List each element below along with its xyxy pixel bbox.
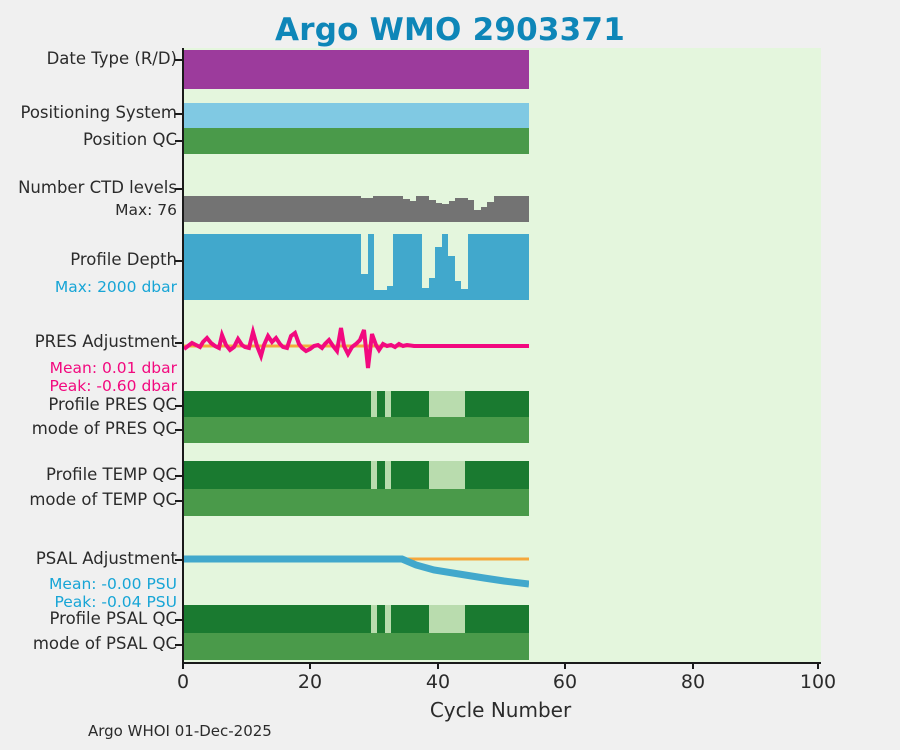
row-label-positioning-system: Positioning System — [20, 103, 177, 122]
x-axis-title: Cycle Number — [429, 698, 572, 722]
row-label-pres-mean: Mean: 0.01 dbar — [49, 359, 177, 377]
band-mode-pres-qc — [184, 417, 529, 443]
band-profile-depth — [184, 234, 529, 300]
xtick-label-60: 60 — [552, 671, 578, 693]
row-label-psal-adjustment: PSAL Adjustment — [35, 549, 177, 568]
row-label-position-qc: Position QC — [83, 130, 177, 149]
xtick-60 — [564, 662, 566, 669]
xtick-20 — [309, 662, 311, 669]
band-profile-psal-qc-flag-c — [429, 605, 465, 633]
ytick-profile-depth — [175, 260, 182, 262]
xtick-label-0: 0 — [176, 671, 190, 693]
xtick-label-40: 40 — [425, 671, 451, 693]
ytick-mode-temp-qc — [175, 500, 182, 502]
band-position-qc — [184, 128, 529, 154]
xtick-40 — [437, 662, 439, 669]
row-label-pres-peak: Peak: -0.60 dbar — [49, 377, 177, 395]
band-profile-psal-qc-flag-b — [385, 605, 391, 633]
band-ctd-levels — [184, 196, 529, 222]
row-label-pres-adjustment: PRES Adjustment — [34, 332, 177, 351]
ytick-mode-psal-qc — [175, 644, 182, 646]
row-label-date-type: Date Type (R/D) — [46, 49, 177, 68]
band-profile-temp-qc-flag-b — [385, 461, 391, 489]
band-profile-temp-qc-base — [184, 461, 529, 489]
ytick-date-type — [175, 59, 182, 61]
ytick-psal-adjustment — [175, 559, 182, 561]
row-label-profile-depth-max: Max: 2000 dbar — [54, 278, 177, 296]
row-label-profile-pres-qc: Profile PRES QC — [48, 395, 177, 414]
band-profile-temp-qc-flag-c — [429, 461, 465, 489]
band-pres-adjustment — [184, 324, 529, 369]
row-label-mode-pres-qc: mode of PRES QC — [31, 419, 177, 438]
band-profile-temp-qc-flag-a — [371, 461, 377, 489]
row-label-mode-psal-qc: mode of PSAL QC — [32, 634, 177, 653]
band-profile-pres-qc-flag-a — [371, 391, 377, 417]
band-profile-psal-qc-flag-a — [371, 605, 377, 633]
xtick-80 — [692, 662, 694, 669]
row-label-profile-depth: Profile Depth — [70, 250, 177, 269]
band-date-type — [184, 50, 529, 89]
footer-credit: Argo WHOI 01-Dec-2025 — [88, 722, 272, 740]
band-profile-psal-qc-base — [184, 605, 529, 633]
xtick-0 — [182, 662, 184, 669]
band-mode-temp-qc — [184, 489, 529, 516]
xtick-100 — [817, 662, 819, 669]
ytick-positioning-system — [175, 113, 182, 115]
row-label-psal-peak: Peak: -0.04 PSU — [54, 593, 177, 611]
band-psal-adjustment — [184, 555, 529, 588]
band-profile-pres-qc-flag-c — [429, 391, 465, 417]
row-label-ctd-levels: Number CTD levels — [18, 178, 177, 197]
ytick-pres-adjustment — [175, 342, 182, 344]
ytick-profile-pres-qc — [175, 405, 182, 407]
page-title: Argo WMO 2903371 — [275, 12, 625, 48]
xtick-label-20: 20 — [297, 671, 323, 693]
band-profile-pres-qc-base — [184, 391, 529, 417]
xtick-label-80: 80 — [680, 671, 706, 693]
band-mode-psal-qc — [184, 633, 529, 660]
ytick-mode-pres-qc — [175, 429, 182, 431]
band-profile-pres-qc-flag-b — [385, 391, 391, 417]
row-label-psal-mean: Mean: -0.00 PSU — [49, 575, 177, 593]
ytick-ctd-levels — [175, 188, 182, 190]
xtick-label-100: 100 — [799, 671, 837, 693]
ytick-profile-temp-qc — [175, 475, 182, 477]
row-label-profile-temp-qc: Profile TEMP QC — [46, 465, 177, 484]
row-label-mode-temp-qc: mode of TEMP QC — [29, 490, 177, 509]
ytick-position-qc — [175, 140, 182, 142]
row-label-ctd-levels-max: Max: 76 — [115, 201, 177, 219]
band-positioning-system — [184, 103, 529, 128]
ytick-profile-psal-qc — [175, 619, 182, 621]
row-label-profile-psal-qc: Profile PSAL QC — [49, 609, 177, 628]
